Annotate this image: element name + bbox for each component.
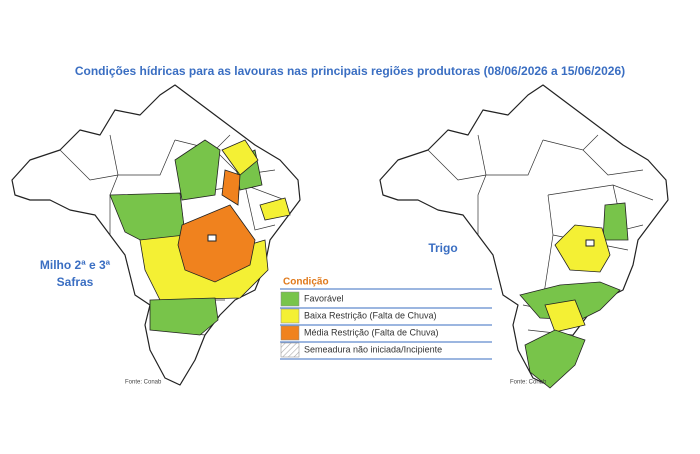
legend-swatch <box>280 291 300 307</box>
legend-title: Condição <box>283 277 329 288</box>
legend-label: Baixa Restrição (Falta de Chuva) <box>304 310 437 320</box>
source: Fonte: Conab <box>125 380 162 386</box>
map-label: Milho 2ª e 3ª <box>40 258 111 272</box>
legend-label: Favorável <box>304 293 344 303</box>
map-label: Safras <box>57 275 94 289</box>
legend-swatch <box>280 325 300 341</box>
source: Fonte: Conab <box>510 380 547 386</box>
legend: Condição Favorável Baixa Restrição (Falta… <box>280 277 492 360</box>
map-trigo <box>379 84 669 389</box>
map-milho <box>11 84 301 386</box>
title: Condições hídricas para as lavouras nas … <box>75 64 625 78</box>
legend-swatch <box>280 342 300 358</box>
legend-label: Média Restrição (Falta de Chuva) <box>304 327 439 337</box>
legend-swatch <box>280 308 300 324</box>
legend-label: Semeadura não iniciada/Incipiente <box>304 344 442 354</box>
map-label: Trigo <box>428 241 457 255</box>
